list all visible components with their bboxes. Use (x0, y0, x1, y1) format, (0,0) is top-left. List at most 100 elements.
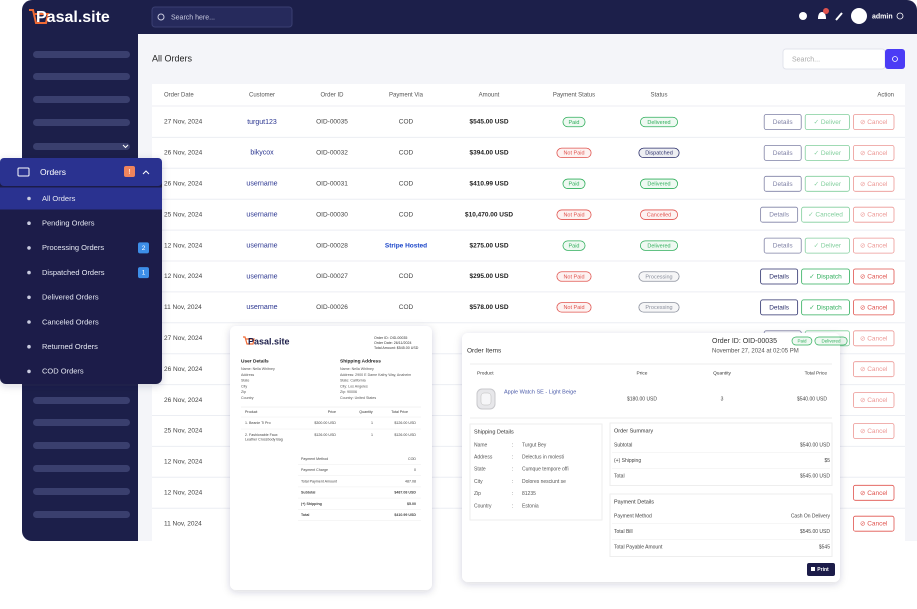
sidebar-item[interactable] (33, 397, 130, 404)
summary-value: $545 (819, 544, 830, 550)
action-label[interactable]: ✓ Deliver (814, 150, 842, 157)
sidebar-item[interactable] (33, 96, 130, 103)
action-label[interactable]: ✓ Deliver (814, 243, 842, 250)
action-button[interactable] (804, 144, 850, 161)
action-label[interactable]: Details (773, 119, 794, 126)
action-button[interactable] (760, 268, 799, 285)
action-button[interactable] (853, 330, 895, 347)
action-label[interactable]: ⊘ Cancel (860, 212, 888, 219)
action-label[interactable]: Details (769, 212, 790, 219)
menu-title[interactable]: Orders (40, 167, 66, 177)
menu-item[interactable]: Processing Orders (42, 243, 104, 252)
sidebar-item[interactable] (33, 511, 130, 518)
action-button[interactable] (804, 175, 850, 192)
action-label[interactable]: ✓ Deliver (814, 119, 842, 126)
action-label[interactable]: ⊘ Cancel (860, 304, 888, 311)
action-button[interactable] (853, 237, 895, 254)
menu-item[interactable]: Canceled Orders (42, 317, 99, 326)
action-label[interactable]: ⊘ Cancel (860, 274, 888, 281)
action-button[interactable] (853, 392, 895, 409)
payment-via: Stripe Hosted (385, 242, 427, 249)
user-name[interactable]: admin (872, 13, 893, 20)
sidebar-item[interactable] (33, 442, 130, 449)
detail-column: Product (477, 370, 494, 376)
action-button[interactable] (801, 268, 850, 285)
search-icon (157, 13, 165, 21)
action-button[interactable] (760, 299, 799, 316)
action-button[interactable] (853, 299, 895, 316)
action-button[interactable] (763, 237, 802, 254)
action-label[interactable]: ⊘ Cancel (860, 366, 888, 373)
shipping-label: Zip (474, 491, 481, 497)
logo: Pasal.site (36, 9, 110, 26)
print-button[interactable] (807, 563, 835, 576)
menu-item[interactable]: COD Orders (42, 367, 84, 376)
globe-icon[interactable] (799, 12, 807, 20)
sidebar-item[interactable] (33, 465, 130, 472)
action-label[interactable]: ⊘ Cancel (860, 428, 888, 435)
sidebar-item[interactable] (33, 143, 130, 150)
customer: username (246, 242, 277, 249)
avatar[interactable] (851, 8, 867, 24)
sidebar-item[interactable] (33, 119, 130, 126)
sidebar-item[interactable] (33, 51, 130, 58)
action-button[interactable] (853, 114, 895, 130)
bell-badge (823, 8, 829, 14)
action-button[interactable] (804, 237, 850, 254)
menu-item[interactable]: Pending Orders (42, 218, 95, 227)
detail-qty: 3 (721, 396, 724, 402)
action-button[interactable] (853, 268, 895, 285)
summary-label: (+) Shipping (614, 458, 641, 464)
action-label[interactable]: ⊘ Cancel (860, 119, 888, 126)
action-button[interactable] (853, 206, 895, 223)
amount: $410.99 USD (469, 181, 508, 188)
sidebar-item[interactable] (33, 419, 130, 426)
sidebar-item[interactable] (33, 73, 130, 80)
action-label[interactable]: ⊘ Cancel (860, 335, 888, 342)
shipping-separator: : (512, 479, 513, 485)
sidebar-item[interactable] (33, 488, 130, 495)
action-label[interactable]: Details (769, 304, 790, 311)
action-button[interactable] (763, 144, 802, 161)
menu-item[interactable]: Returned Orders (42, 342, 98, 351)
menu-item[interactable]: Dispatched Orders (42, 268, 105, 277)
action-label[interactable]: ✓ Dispatch (809, 304, 842, 311)
action-label[interactable]: Details (769, 274, 790, 281)
action-label[interactable]: ⊘ Cancel (860, 243, 888, 250)
action-button[interactable] (760, 206, 799, 223)
action-button[interactable] (853, 361, 895, 378)
action-button[interactable] (801, 206, 850, 223)
action-label[interactable]: ⊘ Cancel (860, 397, 888, 404)
action-label[interactable]: ⊘ Cancel (860, 521, 888, 528)
action-button[interactable] (853, 515, 895, 532)
print-label[interactable]: Print (817, 567, 829, 573)
search-button[interactable] (885, 49, 905, 69)
action-label[interactable]: Details (773, 181, 794, 188)
action-label[interactable]: ⊘ Cancel (860, 490, 888, 497)
search-box[interactable] (151, 6, 293, 28)
action-button[interactable] (763, 175, 802, 192)
action-button[interactable] (804, 114, 850, 130)
action-button[interactable] (853, 144, 895, 161)
action-label[interactable]: ⊘ Cancel (860, 150, 888, 157)
action-button[interactable] (853, 484, 895, 501)
menu-item[interactable]: Delivered Orders (42, 293, 99, 302)
status-badge-label: Not Paid (563, 305, 584, 311)
bell-icon[interactable] (818, 12, 826, 19)
action-button[interactable] (763, 114, 802, 130)
action-button[interactable] (801, 299, 850, 316)
action-button[interactable] (853, 175, 895, 192)
action-label[interactable]: ✓ Deliver (814, 181, 842, 188)
action-label[interactable]: Details (773, 150, 794, 157)
menu-item[interactable]: All Orders (42, 194, 76, 203)
invoice-meta: Order Date: 26/11/2024 (374, 341, 412, 345)
action-button[interactable] (853, 423, 895, 439)
action-label[interactable]: Details (773, 243, 794, 250)
action-label[interactable]: ✓ Canceled (808, 212, 843, 219)
action-label[interactable]: ✓ Dispatch (809, 274, 842, 281)
summary-label: Total (614, 473, 625, 479)
menu-header[interactable] (0, 158, 162, 186)
tool-icon[interactable] (835, 12, 843, 21)
action-label[interactable]: ⊘ Cancel (860, 181, 888, 188)
status-badge (639, 116, 679, 128)
